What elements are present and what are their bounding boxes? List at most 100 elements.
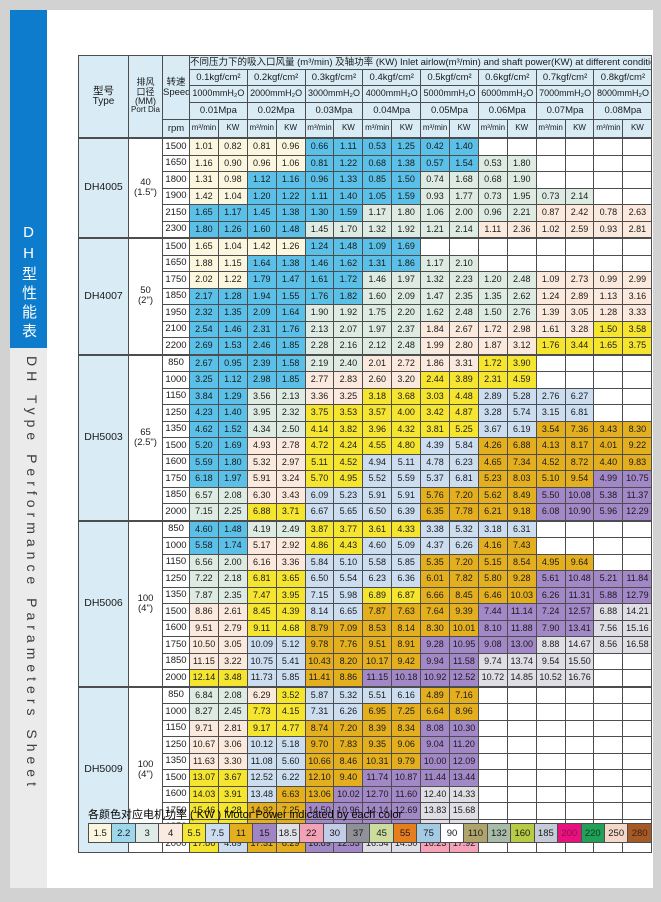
kw-cell: 14.85 xyxy=(506,669,537,687)
flow-cell xyxy=(593,719,624,737)
kw-cell: 8.17 xyxy=(564,437,595,455)
kw-cell: 10.01 xyxy=(449,619,479,637)
table-row: 1650 1.88 1.15 1.64 1.38 1.46 1.62 1.31 1.86 1.17… xyxy=(79,254,653,272)
kw-cell: 5.85 xyxy=(391,553,422,571)
table-row: 1250 4.23 1.40 3.95 2.32 3.75 3.53 3.57 4.00 3.42… xyxy=(79,404,653,422)
kw-cell: 2.62 xyxy=(506,287,537,305)
legend-swatch: 37 xyxy=(345,824,370,842)
kw-cell: 1.04 xyxy=(217,237,248,256)
flow-cell: 6.29 xyxy=(246,685,277,704)
kw-cell: 9.42 xyxy=(391,652,422,670)
flow-cell: 5.91 xyxy=(362,486,393,504)
kw-cell: 8.30 xyxy=(622,420,653,438)
flow-cell: 4.62 xyxy=(189,420,219,438)
flow-cell xyxy=(477,736,508,754)
kw-cell: 10.90 xyxy=(564,503,595,521)
port-dia-cell: 40 (1.5") xyxy=(128,137,163,239)
kw-cell xyxy=(622,802,653,820)
flow-cell xyxy=(477,785,508,803)
flow-cell: 12.14 xyxy=(189,669,219,687)
kw-cell: 6.31 xyxy=(506,519,537,538)
flow-cell: 0.87 xyxy=(535,204,566,222)
kw-cell: 1.17 xyxy=(217,204,248,222)
flow-cell xyxy=(477,752,508,770)
flow-cell: 7.73 xyxy=(246,703,277,721)
kw-cell: 2.09 xyxy=(391,287,422,305)
flow-cell: 2.54 xyxy=(189,320,219,338)
flow-cell: 2.60 xyxy=(362,371,393,389)
flow-cell: 0.42 xyxy=(420,137,451,156)
kw-cell: 4.95 xyxy=(333,470,364,488)
legend-swatch: 220 xyxy=(580,824,604,842)
port-dia-cell: 65 (2.5") xyxy=(128,353,163,521)
legend-swatch: 11 xyxy=(228,824,253,842)
flow-cell: 5.91 xyxy=(246,470,277,488)
flow-cell: 11.63 xyxy=(189,752,219,770)
header-flow-unit-3: m³/min xyxy=(362,119,393,139)
header-power-unit-4: KW xyxy=(449,119,479,139)
kw-cell: 3.65 xyxy=(275,570,306,588)
flow-cell: 5.20 xyxy=(189,437,219,455)
flow-cell: 0.96 xyxy=(246,154,277,172)
flow-cell: 3.96 xyxy=(362,420,393,438)
rpm-cell: 1350 xyxy=(162,586,190,604)
rpm-cell: 1250 xyxy=(162,404,190,422)
flow-cell xyxy=(593,154,624,172)
kw-cell: 3.16 xyxy=(622,287,653,305)
table-row: 2100 2.54 1.46 2.31 1.76 2.13 2.07 1.97 2.37 1.84… xyxy=(79,320,653,338)
sidebar-blue-rail: DH型性能表 xyxy=(10,10,47,348)
flow-cell: 2.76 xyxy=(535,387,566,405)
table-row: 1350 7.87 2.35 7.47 3.95 7.15 5.98 6.89 6.87 6.66… xyxy=(79,586,653,604)
kw-cell: 5.32 xyxy=(449,519,479,538)
flow-cell: 3.95 xyxy=(246,404,277,422)
rpm-cell: 1750 xyxy=(162,271,190,289)
flow-cell: 3.38 xyxy=(420,519,451,538)
flow-cell: 4.23 xyxy=(189,404,219,422)
flow-cell: 1.88 xyxy=(189,254,219,272)
flow-cell: 7.44 xyxy=(477,603,508,621)
kw-cell: 13.41 xyxy=(564,619,595,637)
header-mpa-7: 0.08Mpa xyxy=(593,102,653,120)
flow-cell: 1.94 xyxy=(246,287,277,305)
kw-cell: 5.41 xyxy=(275,652,306,670)
legend-swatch: 22 xyxy=(299,824,323,842)
kw-cell: 6.16 xyxy=(391,685,422,704)
kw-cell: 7.82 xyxy=(449,570,479,588)
kw-cell xyxy=(622,187,653,205)
flow-cell: 6.89 xyxy=(362,586,393,604)
flow-cell: 7.22 xyxy=(189,570,219,588)
rpm-cell: 1000 xyxy=(162,537,190,555)
flow-cell: 2.13 xyxy=(304,320,335,338)
kw-cell: 8.03 xyxy=(506,470,537,488)
flow-cell: 2.89 xyxy=(477,387,508,405)
kw-cell: 7.36 xyxy=(564,420,595,438)
flow-cell xyxy=(593,519,624,538)
flow-cell: 6.88 xyxy=(246,503,277,521)
flow-cell xyxy=(593,353,624,372)
flow-cell: 5.59 xyxy=(189,453,219,471)
kw-cell xyxy=(506,237,537,256)
flow-cell xyxy=(593,802,624,820)
kw-cell: 4.28 xyxy=(217,802,248,820)
flow-cell: 9.28 xyxy=(420,636,451,654)
flow-cell: 4.34 xyxy=(246,420,277,438)
header-flow-unit-4: m³/min xyxy=(420,119,451,139)
kw-cell: 6.39 xyxy=(391,503,422,521)
flow-cell: 3.75 xyxy=(304,404,335,422)
kw-cell: 2.16 xyxy=(333,337,364,355)
kw-cell: 3.05 xyxy=(217,636,248,654)
rpm-cell: 1500 xyxy=(162,769,190,787)
flow-cell: 14.50 xyxy=(304,802,335,820)
flow-cell: 6.88 xyxy=(593,603,624,621)
flow-cell: 14.92 xyxy=(246,802,277,820)
legend-swatch: 7.5 xyxy=(205,824,229,842)
flow-cell: 14.03 xyxy=(189,785,219,803)
kw-cell: 1.62 xyxy=(333,254,364,272)
kw-cell xyxy=(622,719,653,737)
flow-cell: 5.23 xyxy=(477,470,508,488)
kw-cell: 1.82 xyxy=(333,287,364,305)
kw-cell xyxy=(564,137,595,156)
header-power-unit-6: KW xyxy=(564,119,595,139)
header-flow-unit-7: m³/min xyxy=(593,119,624,139)
flow-cell: 11.08 xyxy=(246,752,277,770)
